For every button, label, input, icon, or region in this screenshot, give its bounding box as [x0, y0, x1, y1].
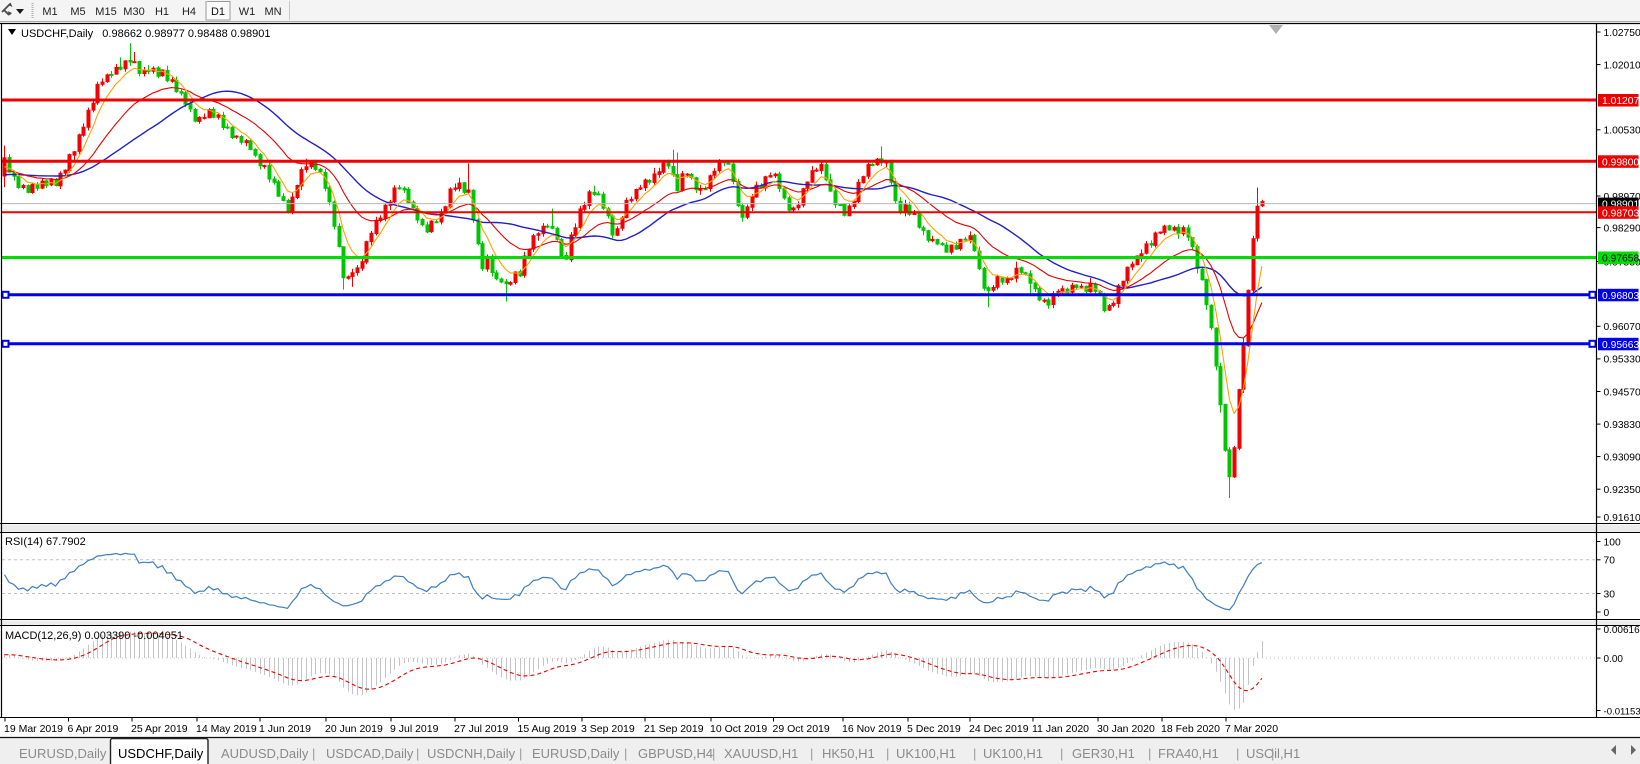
- svg-text:1.02010: 1.02010: [1604, 60, 1640, 71]
- svg-text:0.99800: 0.99800: [1602, 157, 1639, 168]
- svg-text:|: |: [1060, 746, 1063, 761]
- svg-text:0.98290: 0.98290: [1604, 223, 1640, 234]
- svg-text:14 May 2019: 14 May 2019: [196, 723, 257, 735]
- svg-text:|: |: [810, 746, 813, 761]
- svg-text:RSI(14) 67.7902: RSI(14) 67.7902: [5, 536, 86, 548]
- svg-text:0.98901: 0.98901: [1602, 200, 1639, 211]
- svg-text:0.96070: 0.96070: [1604, 322, 1640, 333]
- svg-text:|: |: [519, 746, 522, 761]
- svg-text:11 Jan 2020: 11 Jan 2020: [1032, 723, 1089, 735]
- svg-text:0: 0: [1604, 608, 1610, 619]
- svg-text:3 Sep 2019: 3 Sep 2019: [581, 723, 635, 735]
- svg-text:6 Apr 2019: 6 Apr 2019: [68, 723, 119, 735]
- svg-text:GBPUSD,H4: GBPUSD,H4: [638, 746, 713, 761]
- svg-text:USOil,H1: USOil,H1: [1246, 746, 1300, 761]
- svg-text:UK100,H1: UK100,H1: [896, 746, 956, 761]
- svg-text:19 Mar 2019: 19 Mar 2019: [4, 723, 63, 735]
- svg-text:|: |: [973, 746, 976, 761]
- svg-text:25 Apr 2019: 25 Apr 2019: [131, 723, 188, 735]
- svg-text:M30: M30: [123, 6, 144, 18]
- svg-text:|: |: [1148, 746, 1151, 761]
- svg-text:21 Sep 2019: 21 Sep 2019: [644, 723, 704, 735]
- svg-text:FRA40,H1: FRA40,H1: [1158, 746, 1219, 761]
- svg-text:0.95330: 0.95330: [1604, 355, 1640, 366]
- svg-text:|: |: [1271, 746, 1274, 761]
- svg-text:H4: H4: [182, 6, 196, 18]
- svg-text:18 Feb 2020: 18 Feb 2020: [1161, 723, 1220, 735]
- svg-text:AUDUSD,Daily: AUDUSD,Daily: [221, 746, 309, 761]
- svg-text:0.98703: 0.98703: [1602, 208, 1639, 219]
- svg-text:27 Jul 2019: 27 Jul 2019: [454, 723, 508, 735]
- svg-text:H1: H1: [155, 6, 169, 18]
- svg-text:16 Nov 2019: 16 Nov 2019: [842, 723, 902, 735]
- svg-text:M1: M1: [42, 6, 57, 18]
- svg-text:30 Jan 2020: 30 Jan 2020: [1097, 723, 1155, 735]
- svg-text:1.02750: 1.02750: [1604, 28, 1640, 39]
- svg-text:MACD(12,26,9) 0.003390 -0.0040: MACD(12,26,9) 0.003390 -0.004051: [5, 630, 183, 642]
- svg-text:0.98970: 0.98970: [1604, 192, 1640, 203]
- svg-text:15 Aug 2019: 15 Aug 2019: [518, 723, 577, 735]
- svg-text:HK50,H1: HK50,H1: [822, 746, 875, 761]
- svg-text:20 Jun 2019: 20 Jun 2019: [325, 723, 383, 735]
- svg-text:0.93830: 0.93830: [1604, 420, 1640, 431]
- svg-text:1 Jun 2019: 1 Jun 2019: [259, 723, 311, 735]
- svg-text:USDCHF,Daily 0.98662 0.98977: USDCHF,Daily 0.98662 0.98977 0.98488 0.9…: [21, 28, 271, 40]
- svg-text:0.94570: 0.94570: [1604, 387, 1640, 398]
- svg-text:-0.011531: -0.011531: [1604, 706, 1640, 717]
- svg-text:USDCAD,Daily: USDCAD,Daily: [326, 746, 414, 761]
- svg-text:29 Oct 2019: 29 Oct 2019: [773, 723, 830, 735]
- svg-text:UK100,H1: UK100,H1: [983, 746, 1043, 761]
- svg-text:USDCHF,Daily: USDCHF,Daily: [118, 746, 204, 761]
- svg-text:|: |: [886, 746, 889, 761]
- svg-text:|: |: [712, 746, 715, 761]
- svg-text:|: |: [416, 746, 419, 761]
- svg-text:0.006167: 0.006167: [1604, 625, 1640, 636]
- svg-text:1.01207: 1.01207: [1602, 96, 1639, 107]
- svg-text:M15: M15: [95, 6, 116, 18]
- svg-text:0.93090: 0.93090: [1604, 452, 1640, 463]
- svg-text:|: |: [1236, 746, 1239, 761]
- svg-text:0.92350: 0.92350: [1604, 485, 1640, 496]
- svg-text:0.97658: 0.97658: [1602, 254, 1639, 265]
- svg-text:1.00530: 1.00530: [1604, 126, 1640, 137]
- svg-text:M5: M5: [70, 6, 85, 18]
- svg-text:W1: W1: [239, 6, 256, 18]
- svg-text:10 Oct 2019: 10 Oct 2019: [710, 723, 767, 735]
- svg-text:GER30,H1: GER30,H1: [1072, 746, 1135, 761]
- svg-text:EURUSD,Daily: EURUSD,Daily: [532, 746, 620, 761]
- svg-text:0.00: 0.00: [1604, 654, 1624, 665]
- svg-text:D1: D1: [211, 6, 225, 18]
- svg-text:|: |: [312, 746, 315, 761]
- svg-text:MN: MN: [264, 6, 281, 18]
- svg-text:70: 70: [1604, 556, 1616, 567]
- svg-text:100: 100: [1604, 537, 1621, 548]
- svg-text:0.91610: 0.91610: [1604, 513, 1640, 524]
- svg-text:5 Dec 2019: 5 Dec 2019: [907, 723, 961, 735]
- svg-text:XAUUSD,H1: XAUUSD,H1: [724, 746, 798, 761]
- svg-text:|: |: [624, 746, 627, 761]
- svg-text:USDCNH,Daily: USDCNH,Daily: [427, 746, 516, 761]
- svg-text:24 Dec 2019: 24 Dec 2019: [969, 723, 1029, 735]
- svg-text:0.95663: 0.95663: [1602, 340, 1639, 351]
- svg-text:EURUSD,Daily: EURUSD,Daily: [19, 746, 107, 761]
- svg-text:9 Jul 2019: 9 Jul 2019: [390, 723, 439, 735]
- svg-text:0.96803: 0.96803: [1602, 291, 1639, 302]
- svg-text:30: 30: [1604, 589, 1616, 600]
- svg-text:7 Mar 2020: 7 Mar 2020: [1225, 723, 1278, 735]
